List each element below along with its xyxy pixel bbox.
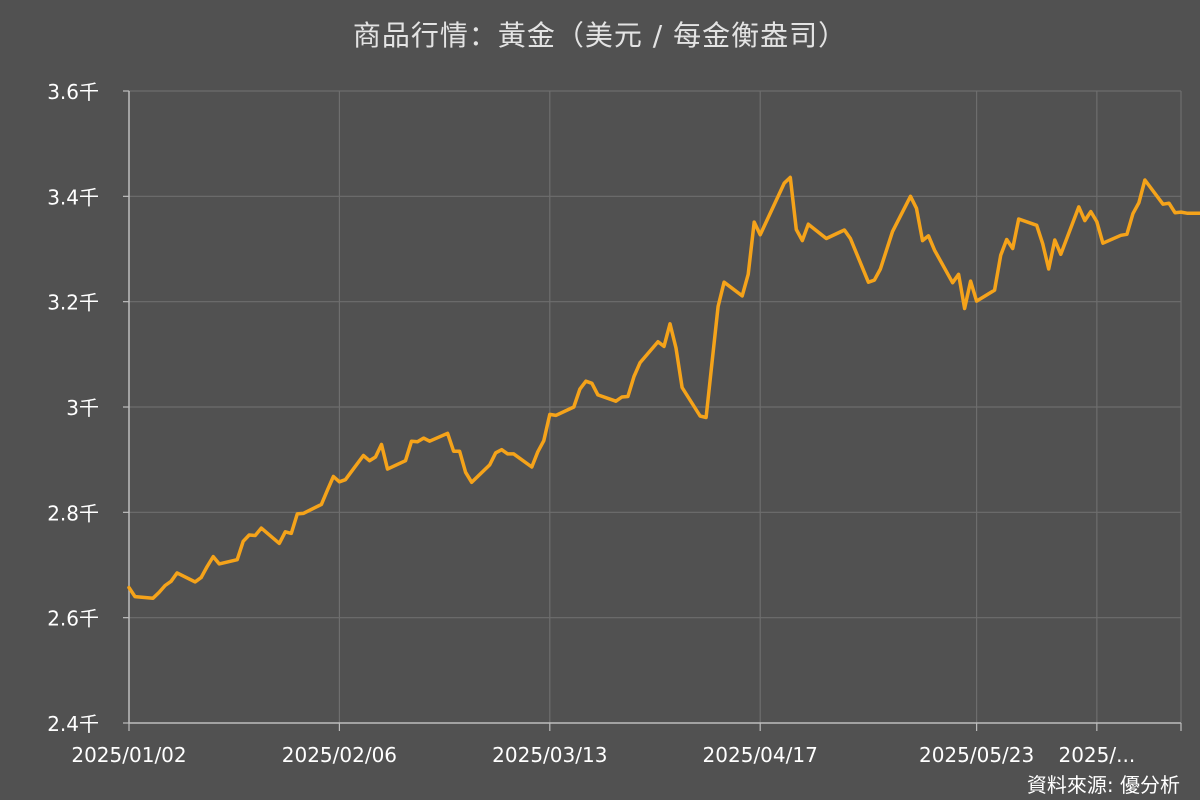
x-tick-label: 2025/...: [1058, 743, 1135, 767]
series-line-gold-price: [127, 175, 1200, 600]
x-tick-label: 2025/03/13: [492, 743, 607, 767]
y-tick-label: 2.6千: [47, 607, 99, 631]
y-tick-label: 2.8千: [47, 501, 99, 525]
x-tick-label: 2025/04/17: [703, 743, 818, 767]
chart-title: 商品行情：黃金（美元 / 每金衡盎司）: [352, 19, 848, 52]
y-tick-label: 3.2千: [47, 291, 99, 315]
y-tick-label: 2.4千: [47, 712, 99, 736]
x-tick-label: 2025/02/06: [282, 743, 397, 767]
x-tick-label: 2025/05/23: [919, 743, 1034, 767]
series-layer: [127, 175, 1200, 600]
source-note: 資料來源: 優分析: [1026, 773, 1180, 797]
x-tick-label: 2025/01/02: [71, 743, 186, 767]
y-tick-label: 3千: [66, 396, 99, 420]
tick-labels: 2.4千 2.6千 2.8千 3千 3.2千 3.4千 3.6千 2025/01/02 2025…: [47, 80, 1135, 767]
grid-lines: [129, 90, 1182, 723]
y-tick-label: 3.6千: [47, 80, 99, 104]
y-tick-label: 3.4千: [47, 185, 99, 209]
axes: [123, 90, 1182, 731]
